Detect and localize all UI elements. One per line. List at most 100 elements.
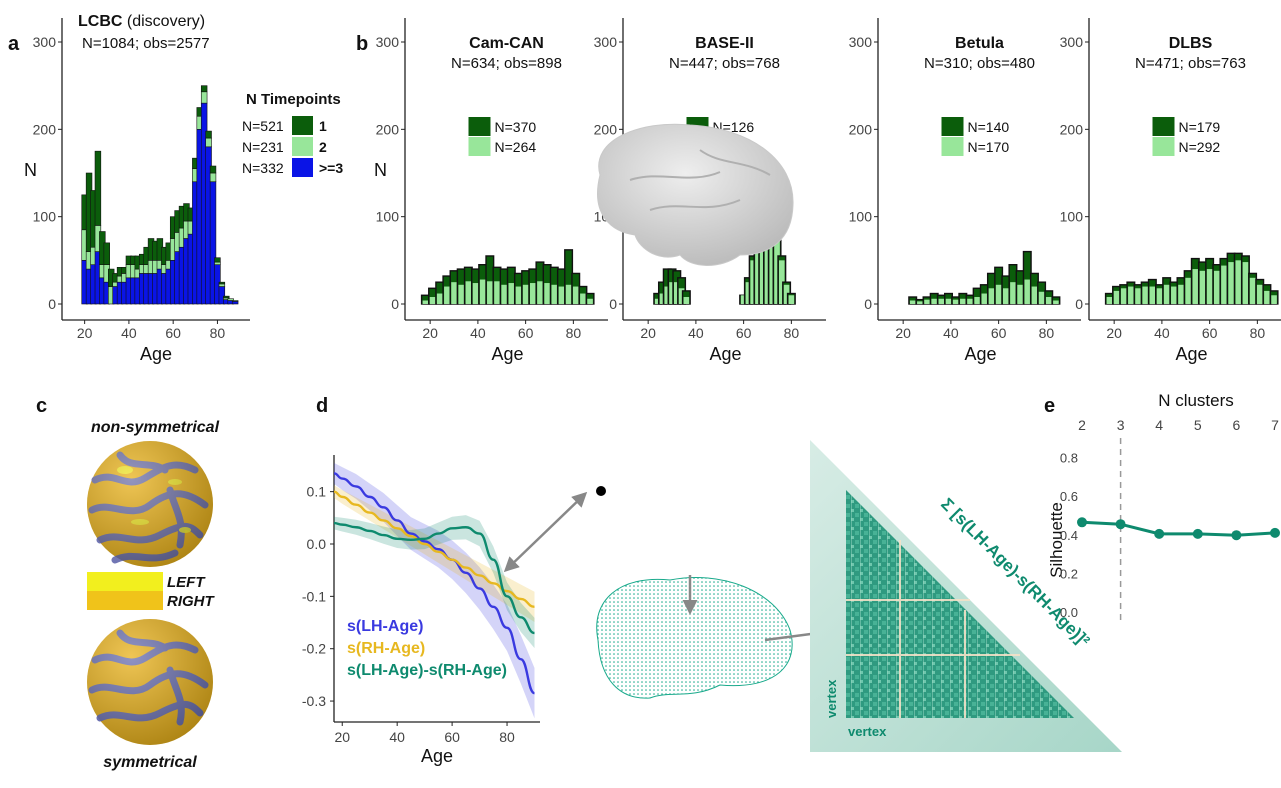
camcan-bar-inner — [515, 286, 522, 304]
lcbc-bar-2 — [200, 91, 208, 104]
right-label: RIGHT — [167, 593, 216, 610]
sil-ytick-label: 0.0 — [1060, 605, 1078, 620]
camcan-bar-inner — [494, 281, 500, 304]
sil-ytick-label: 0.8 — [1060, 451, 1078, 466]
camcan-bar-inner — [422, 300, 429, 304]
lcbc-title-rest: (discovery) — [122, 13, 205, 30]
betula-ytick-label: 300 — [849, 34, 873, 50]
sil-xtick-label: 3 — [1117, 417, 1125, 433]
betula-xtick-label: 20 — [895, 325, 911, 341]
chart-lcbc: 0 100 200 300 20 40 60 80 Age — [33, 18, 250, 364]
sil-ytick-label: 0.2 — [1060, 566, 1078, 581]
d-legend-rh: s(RH-Age) — [347, 640, 425, 657]
dlbs-bar-inner — [1142, 286, 1148, 304]
d-legend-lh: s(LH-Age) — [347, 618, 423, 635]
base2-bar-inner — [664, 286, 671, 304]
dlbs-bar-inner — [1249, 277, 1256, 304]
b-ylabel: N — [374, 160, 387, 180]
betula-xlabel: Age — [964, 344, 996, 364]
lcbc-ytick-label: 0 — [48, 296, 56, 312]
camcan-ytick-label: 100 — [376, 209, 400, 225]
lcbc-bar-2 — [227, 298, 234, 301]
betula-bar-inner — [974, 297, 980, 304]
series-line — [333, 521, 535, 635]
betula-xtick-label: 60 — [991, 325, 1007, 341]
betula-legend-swatch — [941, 117, 964, 136]
base2-xtick-label: 20 — [640, 325, 656, 341]
base2-bar-inner — [783, 284, 790, 304]
base2-bar-inner — [674, 282, 680, 304]
betula-ytick-label: 0 — [864, 296, 872, 312]
right-swatch — [87, 591, 163, 610]
base2-bar-inner — [764, 203, 771, 304]
panel-letter-c: c — [36, 395, 47, 417]
base2-ytick-label: 300 — [594, 34, 618, 50]
e-top-label: N clusters — [1158, 391, 1234, 410]
lcbc-bar-1 — [94, 150, 102, 226]
base2-bar-inner — [683, 297, 690, 304]
ci-band — [334, 462, 535, 719]
dlbs-bar-inner — [1199, 270, 1206, 304]
legend-label-3: >=3 — [319, 160, 343, 176]
camcan-bar-inner — [551, 284, 558, 304]
lcbc-xtick-label: 80 — [210, 325, 226, 341]
camcan-legend-swatch — [468, 137, 491, 156]
betula-bar-inner — [1031, 286, 1038, 304]
sil-ytick-label: 0.4 — [1060, 528, 1078, 543]
dlbs-bar-inner — [1135, 288, 1141, 304]
dlbs-bar-inner — [1264, 290, 1270, 304]
camcan-ytick-label: 200 — [376, 121, 400, 137]
legend-n-2: N=231 — [242, 139, 284, 155]
camcan-xtick-label: 20 — [422, 325, 438, 341]
camcan-bar-inner — [587, 298, 593, 304]
panel-letter-a: a — [8, 33, 20, 55]
camcan-xlabel: Age — [491, 344, 523, 364]
panel-c: non-symmetrical LEFT RIGHT — [87, 419, 220, 771]
sil-point — [1154, 528, 1165, 539]
sil-point — [1077, 517, 1087, 528]
lcbc-ytick-label: 300 — [33, 34, 57, 50]
sphere-non-symmetrical — [87, 441, 213, 567]
base2-xlabel: Age — [709, 344, 741, 364]
traj-ytick-label: -0.2 — [302, 641, 326, 657]
base2-bar-inner — [774, 225, 780, 304]
base2-bar-inner — [750, 260, 756, 304]
camcan-bar-inner — [572, 286, 579, 304]
camcan-legend-label: N=370 — [495, 119, 537, 135]
sil-xtick-label: 4 — [1155, 417, 1163, 433]
dlbs-bar-inner — [1185, 277, 1191, 304]
vertex-dot — [596, 486, 606, 496]
lcbc-title-bold: LCBC — [78, 13, 123, 30]
camcan-bar-inner — [508, 283, 515, 304]
betula-bar-inner — [1017, 284, 1023, 304]
vertex-y-label: vertex — [824, 679, 839, 718]
betula-subtitle: N=310; obs=480 — [924, 55, 1035, 72]
base2-xtick-label: 60 — [736, 325, 752, 341]
left-label: LEFT — [167, 574, 206, 591]
betula-bar-inner — [967, 298, 973, 304]
c-bottom-label: symmetrical — [103, 754, 197, 771]
betula-bar-inner — [1010, 282, 1016, 304]
base2-ytick-label: 0 — [609, 296, 617, 312]
camcan-bar-inner — [444, 286, 450, 304]
chart-camcan: 0 100 200 300 20 40 60 80 Age Cam-CAN N=634; obs=8… — [376, 18, 608, 364]
camcan-bar-inner — [436, 293, 443, 304]
dlbs-xlabel: Age — [1175, 344, 1207, 364]
base2-bar-inner — [755, 234, 761, 304]
vertex-x-label: vertex — [848, 724, 887, 739]
legend-swatch-2 — [292, 137, 313, 156]
lcbc-bar-2 — [231, 300, 239, 302]
dlbs-bar-inner — [1221, 265, 1227, 304]
dlbs-legend-label: N=292 — [1179, 139, 1221, 155]
lcbc-xtick-label: 60 — [165, 325, 181, 341]
lcbc-title: LCBC (discovery) — [78, 13, 205, 30]
lcbc-bar-2 — [205, 137, 212, 148]
dlbs-xtick-label: 80 — [1250, 325, 1266, 341]
base2-bar-inner — [779, 260, 785, 304]
lcbc-bar-1 — [103, 242, 110, 266]
sil-point — [1192, 528, 1203, 539]
dlbs-subtitle: N=471; obs=763 — [1135, 55, 1246, 72]
brain-mesh — [596, 576, 793, 699]
base2-ytick-label: 200 — [594, 121, 618, 137]
legend-label-2: 2 — [319, 139, 327, 155]
